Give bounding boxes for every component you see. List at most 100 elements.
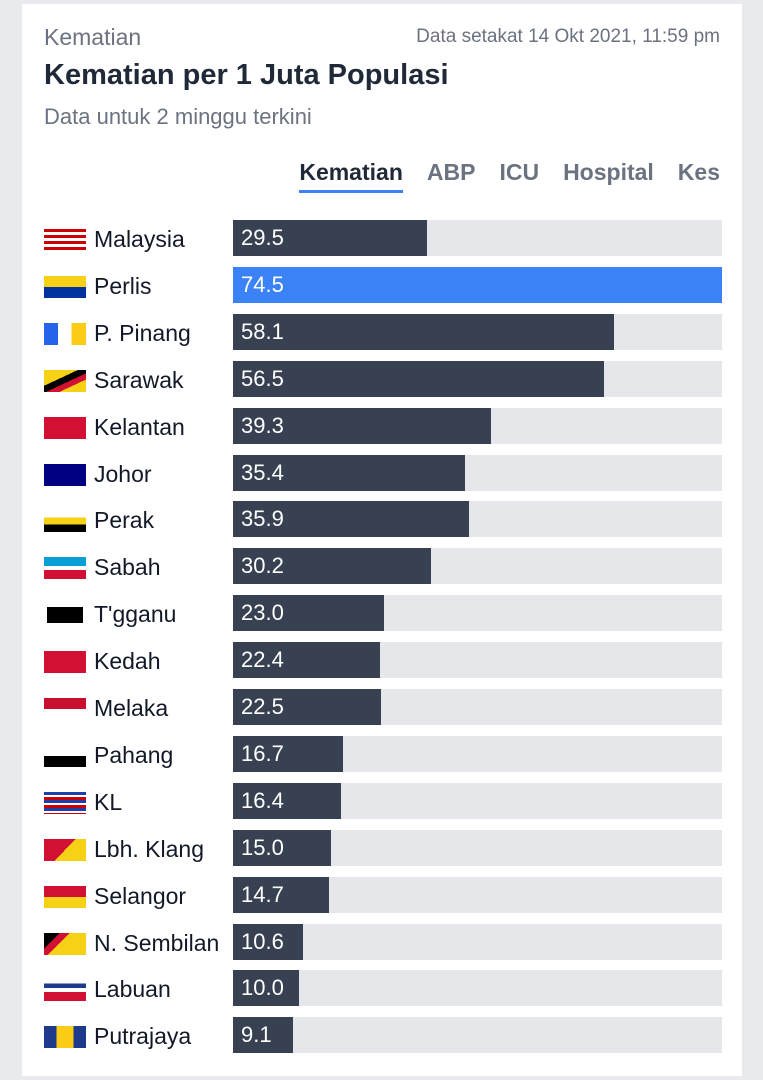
data-label: 58.1	[241, 319, 284, 344]
bar	[233, 877, 329, 913]
chart-row: Kedah 22.4	[44, 642, 724, 678]
flag-perak-icon	[44, 510, 86, 532]
chart-row: Johor 35.4	[44, 455, 724, 491]
bar-track: 14.7	[233, 877, 722, 913]
data-label: 35.9	[241, 506, 284, 531]
data-label: 22.5	[241, 694, 284, 719]
bar	[233, 314, 614, 350]
category-label: Melaka	[94, 695, 169, 721]
chart-row: Lbh. Klang 15.0	[44, 830, 724, 866]
bar	[233, 220, 427, 256]
flag-penang-icon	[44, 323, 86, 345]
bar-track: 16.7	[233, 736, 722, 772]
flag-melaka-icon	[44, 698, 86, 720]
tab-icu[interactable]: ICU	[499, 159, 540, 185]
category-label: Malaysia	[94, 226, 185, 252]
data-label: 35.4	[241, 460, 284, 485]
flag-negeri-sembilan-icon	[44, 933, 86, 955]
data-label: 9.1	[241, 1022, 272, 1047]
bar	[233, 1017, 293, 1053]
data-label: 16.7	[241, 741, 284, 766]
chart-row: Pahang 16.7	[44, 736, 724, 772]
chart-row: KL 16.4	[44, 783, 724, 819]
category-label: Putrajaya	[94, 1023, 192, 1049]
data-label: 10.6	[241, 929, 284, 954]
bar-track: 22.5	[233, 689, 722, 725]
bar	[233, 642, 380, 678]
data-label: 30.2	[241, 553, 284, 578]
bar	[233, 455, 465, 491]
bar	[233, 970, 299, 1006]
bar	[233, 267, 722, 303]
category-label: Johor	[94, 461, 152, 487]
category-label: Labuan	[94, 976, 171, 1002]
flag-kelantan-icon	[44, 417, 86, 439]
bar-track: 10.0	[233, 970, 722, 1006]
flag-johor-icon	[44, 464, 86, 486]
data-timestamp: Data setakat 14 Okt 2021, 11:59 pm	[416, 26, 720, 47]
bar-track: 15.0	[233, 830, 722, 866]
data-label: 56.5	[241, 366, 284, 391]
bar-track: 39.3	[233, 408, 722, 444]
bar	[233, 501, 469, 537]
category-label: KL	[94, 789, 123, 815]
flag-kedah-icon	[44, 651, 86, 673]
category-label: Selangor	[94, 883, 187, 909]
bar-track: 56.5	[233, 361, 722, 397]
bar	[233, 783, 341, 819]
flag-kl-icon	[44, 792, 86, 814]
flag-pahang-icon	[44, 745, 86, 767]
data-label: 16.4	[241, 788, 284, 813]
chart-subtitle: Data untuk 2 minggu terkini	[44, 104, 312, 129]
flag-labuan-icon	[44, 979, 86, 1001]
data-label: 23.0	[241, 600, 284, 625]
bar	[233, 595, 384, 631]
bar-track: 35.4	[233, 455, 722, 491]
bar-track: 74.5	[233, 267, 722, 303]
chart-row: Selangor 14.7	[44, 877, 724, 913]
bar-track: 22.4	[233, 642, 722, 678]
category-label: Perak	[94, 507, 155, 533]
category-label: Kedah	[94, 648, 161, 674]
category-label: P. Pinang	[94, 320, 191, 346]
metric-tabs: Kematian ABP ICU Hospital Kes	[299, 159, 720, 193]
data-label: 10.0	[241, 975, 284, 1000]
chart-row: P. Pinang 58.1	[44, 314, 724, 350]
bar-track: 9.1	[233, 1017, 722, 1053]
chart-row: Sarawak 56.5	[44, 361, 724, 397]
tab-hospital[interactable]: Hospital	[563, 159, 654, 185]
category-label: N. Sembilan	[94, 930, 220, 956]
chart-row: Malaysia 29.5	[44, 220, 724, 256]
bar	[233, 361, 604, 397]
tab-abp[interactable]: ABP	[426, 159, 476, 185]
flag-sabah-icon	[44, 557, 86, 579]
category-label: Pahang	[94, 742, 174, 768]
chart-row: Putrajaya 9.1	[44, 1017, 724, 1053]
flag-terengganu-icon	[44, 604, 86, 626]
category-label: T'gganu	[94, 601, 177, 627]
tab-kes[interactable]: Kes	[677, 159, 720, 185]
flag-sarawak-icon	[44, 370, 86, 392]
chart-row: Kelantan 39.3	[44, 408, 724, 444]
bar	[233, 924, 303, 960]
category-label: Perlis	[94, 273, 152, 299]
bar-track: 23.0	[233, 595, 722, 631]
chart-row: Perak 35.9	[44, 501, 724, 537]
flag-klang-icon	[44, 839, 86, 861]
data-label: 15.0	[241, 835, 284, 860]
chart-title: Kematian per 1 Juta Populasi	[44, 59, 449, 91]
data-label: 39.3	[241, 413, 284, 438]
section-label: Kematian	[44, 24, 142, 50]
category-label: Sabah	[94, 554, 161, 580]
category-label: Lbh. Klang	[94, 836, 204, 862]
bar-track: 10.6	[233, 924, 722, 960]
chart-card: Kematian Data setakat 14 Okt 2021, 11:59…	[22, 4, 742, 1076]
tab-kematian[interactable]: Kematian	[299, 159, 403, 193]
bar-track: 16.4	[233, 783, 722, 819]
chart-row: Labuan 10.0	[44, 970, 724, 1006]
flag-putrajaya-icon	[44, 1026, 86, 1048]
bar	[233, 408, 491, 444]
bar-track: 35.9	[233, 501, 722, 537]
flag-malaysia-icon	[44, 229, 86, 251]
bar-track: 29.5	[233, 220, 722, 256]
